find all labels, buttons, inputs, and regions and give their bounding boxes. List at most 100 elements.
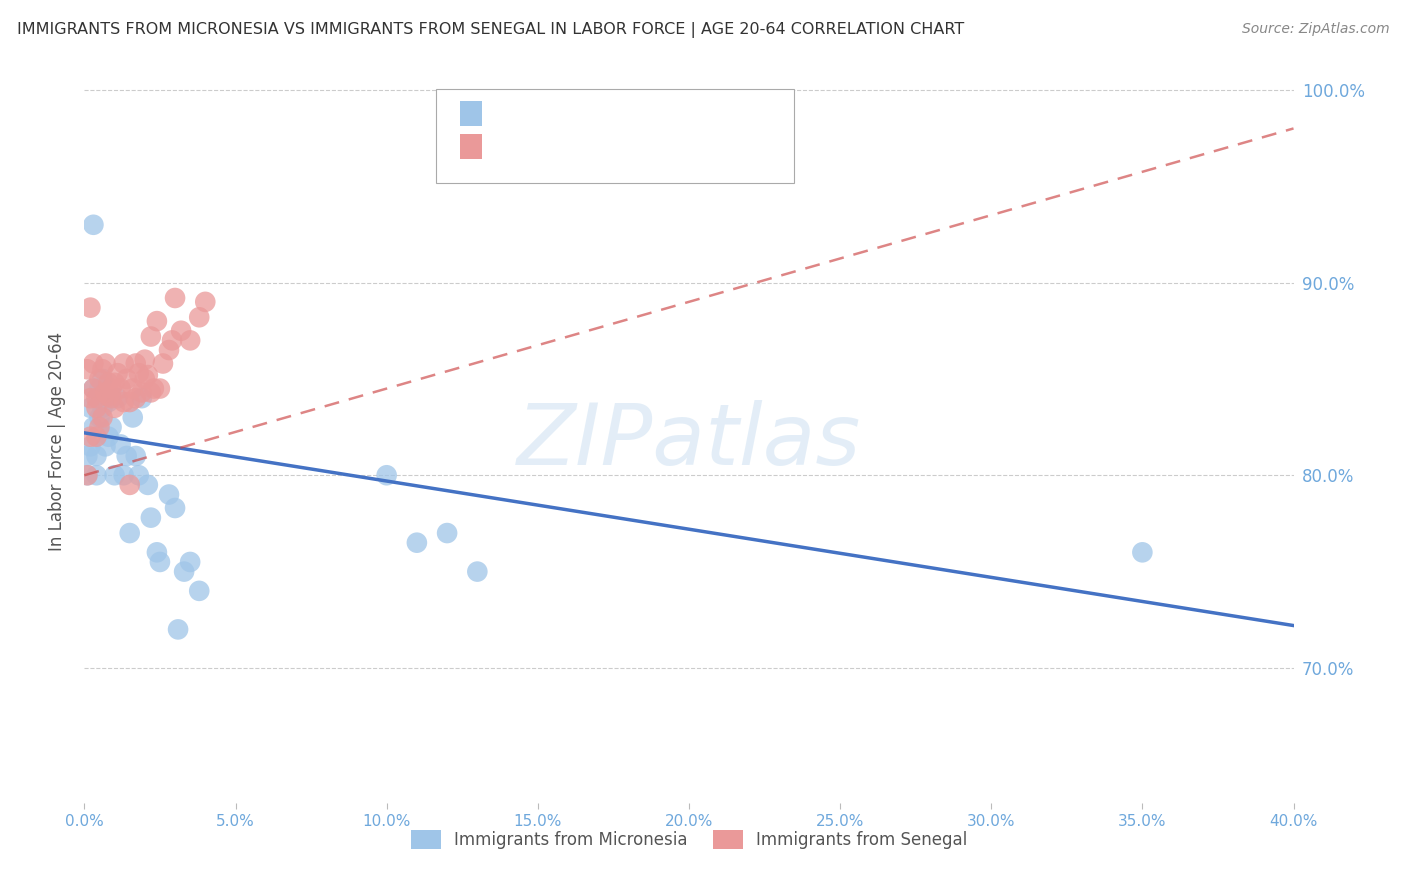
Point (188, 310, 211, 325)
Point (79, 401, 101, 415)
Point (79, 301, 101, 315)
Point (86, 430, 108, 444)
Point (136, 478, 159, 492)
Point (82, 382, 104, 396)
Point (82, 420, 104, 434)
Point (118, 395, 141, 409)
Point (91, 401, 114, 415)
Point (157, 487, 180, 501)
Point (104, 468, 127, 483)
Point (89, 382, 111, 396)
Point (82, 382, 104, 396)
Point (131, 385, 153, 400)
Point (146, 314, 169, 328)
Point (94, 391, 117, 405)
Point (100, 420, 122, 434)
Point (188, 583, 211, 598)
Point (136, 368, 159, 382)
Point (79, 391, 101, 405)
Point (94, 385, 117, 400)
Point (79, 430, 101, 444)
Point (1130, 545, 1153, 559)
Point (76, 468, 98, 483)
Point (125, 449, 148, 463)
Point (76, 468, 98, 483)
Point (107, 366, 129, 380)
Point (131, 391, 153, 405)
Point (76, 449, 98, 463)
Point (160, 334, 183, 348)
Point (134, 352, 156, 367)
Point (167, 623, 190, 637)
Point (82, 357, 104, 371)
Point (89, 372, 111, 386)
Point (86, 391, 108, 405)
Point (97, 376, 120, 390)
Point (165, 501, 187, 516)
Point (194, 294, 217, 309)
Point (112, 468, 135, 483)
Point (100, 391, 122, 405)
Point (375, 468, 398, 483)
Legend: Immigrants from Micronesia, Immigrants from Senegal: Immigrants from Micronesia, Immigrants f… (404, 823, 974, 856)
Point (118, 478, 141, 492)
Point (89, 410, 111, 425)
Point (110, 382, 132, 396)
Point (170, 324, 193, 338)
Point (179, 555, 201, 569)
Point (179, 334, 201, 348)
Point (94, 439, 117, 453)
Text: ZIPatlas: ZIPatlas (517, 400, 860, 483)
Point (125, 391, 148, 405)
Point (97, 430, 120, 444)
Point (76, 362, 98, 376)
Point (97, 389, 120, 403)
Text: Source: ZipAtlas.com: Source: ZipAtlas.com (1241, 22, 1389, 37)
Point (467, 565, 489, 579)
Point (152, 357, 174, 371)
Point (100, 382, 122, 396)
Point (149, 382, 172, 396)
Point (125, 357, 148, 371)
Point (121, 382, 143, 396)
Point (157, 343, 180, 357)
Point (97, 395, 120, 409)
Point (86, 468, 108, 483)
Point (134, 372, 156, 386)
Point (115, 372, 138, 386)
Point (139, 510, 162, 524)
Point (406, 535, 429, 549)
Point (82, 218, 104, 232)
Point (128, 468, 150, 483)
Y-axis label: In Labor Force | Age 20-64: In Labor Force | Age 20-64 (48, 332, 66, 551)
Point (121, 410, 143, 425)
Point (139, 385, 162, 400)
Point (146, 545, 169, 559)
Point (112, 395, 135, 409)
Point (142, 382, 165, 396)
Point (115, 449, 138, 463)
Point (165, 291, 187, 305)
Point (94, 357, 117, 371)
Text: IMMIGRANTS FROM MICRONESIA VS IMMIGRANTS FROM SENEGAL IN LABOR FORCE | AGE 20-64: IMMIGRANTS FROM MICRONESIA VS IMMIGRANTS… (17, 22, 965, 38)
Point (79, 439, 101, 453)
Point (91, 372, 114, 386)
Point (139, 329, 162, 343)
Point (118, 526, 141, 541)
Point (107, 391, 129, 405)
Point (436, 526, 458, 541)
Point (173, 565, 195, 579)
Text: R = -0.179    N = 43: R = -0.179 N = 43 (496, 104, 711, 124)
Text: R =  0.127    N = 50: R = 0.127 N = 50 (496, 137, 710, 157)
Point (104, 376, 127, 390)
Point (89, 420, 111, 434)
Point (86, 449, 108, 463)
Point (91, 362, 114, 376)
Point (149, 555, 172, 569)
Point (128, 366, 150, 380)
Point (110, 437, 132, 451)
Point (91, 410, 114, 425)
Point (112, 357, 135, 371)
Point (104, 401, 127, 415)
Point (86, 401, 108, 415)
